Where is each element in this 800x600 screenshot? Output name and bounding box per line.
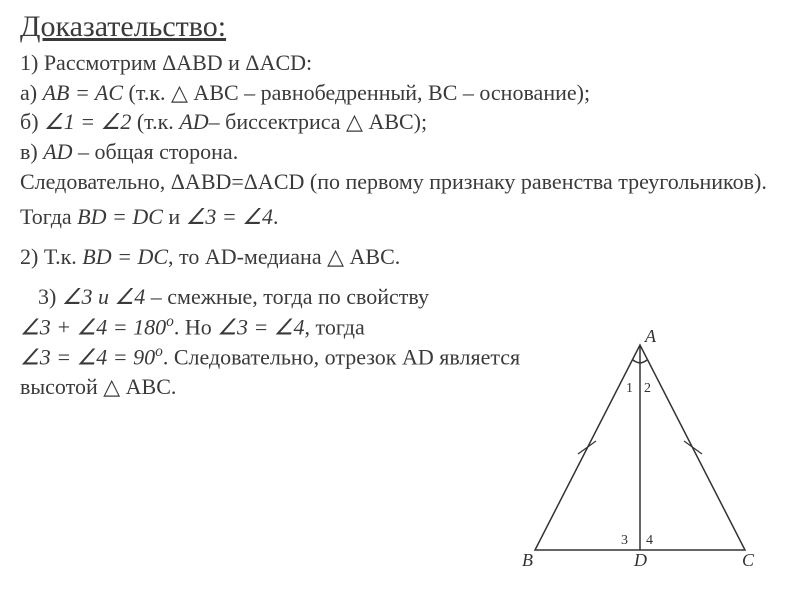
deg-1: o <box>166 313 174 330</box>
triangle-figure: A B C D 1 2 3 4 <box>520 330 760 570</box>
line-4a: в) <box>20 139 43 164</box>
svg-text:4: 4 <box>646 533 653 548</box>
line-1: 1) Рассмотрим ΔABD и ΔACD: <box>20 48 780 78</box>
svg-text:B: B <box>522 550 533 570</box>
svg-text:D: D <box>633 550 647 570</box>
proof-title: Доказательство: <box>20 10 780 44</box>
svg-text:A: A <box>644 330 657 346</box>
expr-180: ∠3 + ∠4 = 180 <box>20 314 166 339</box>
line-6a: Тогда <box>20 204 77 229</box>
expr-bddc: BD = DC <box>77 204 163 229</box>
line-8a: 3) <box>38 284 62 309</box>
line-2: а) AB = AC (т.к. △ ABC – равнобедренный,… <box>20 78 780 108</box>
expr-ab-ac: AB = AC <box>43 80 123 105</box>
line-10: ∠3 = ∠4 = 90o. Следовательно, отрезок AD… <box>20 342 540 402</box>
expr-ad: AD <box>179 109 208 134</box>
expr-angle34b: ∠3 и ∠4 <box>62 284 145 309</box>
expr-angle12: ∠1 = ∠2 <box>44 109 131 134</box>
svg-text:2: 2 <box>644 381 651 396</box>
line-8: 3) ∠3 и ∠4 – смежные, тогда по свойству <box>38 282 558 312</box>
line-2a: а) <box>20 80 43 105</box>
deg-2: o <box>155 343 163 360</box>
expr-angle34c: ∠3 = ∠4 <box>217 314 304 339</box>
expr-90: ∠3 = ∠4 = 90 <box>20 344 155 369</box>
line-6b: и <box>163 204 186 229</box>
expr-angle34: ∠3 = ∠4 <box>186 204 273 229</box>
line-4b: – общая сторона. <box>73 139 239 164</box>
line-8b: – смежные, тогда по свойству <box>145 284 429 309</box>
line-9c: , тогда <box>305 314 365 339</box>
line-2b: (т.к. △ ABC – равнобедренный, BC – основ… <box>123 80 590 105</box>
svg-text:C: C <box>742 550 755 570</box>
line-5: Следовательно, ΔABD=ΔACD (по первому при… <box>20 167 780 197</box>
svg-text:3: 3 <box>621 533 628 548</box>
line-6c: . <box>273 204 279 229</box>
svg-text:1: 1 <box>626 381 633 396</box>
line-3b: (т.к. <box>131 109 179 134</box>
line-6: Тогда BD = DC и ∠3 = ∠4. <box>20 202 780 232</box>
line-7b: , то AD-медиана △ ABC. <box>168 244 400 269</box>
line-3c: – биссектриса △ ABC); <box>209 109 427 134</box>
expr-bddc2: BD = DC <box>82 244 168 269</box>
line-9b: . Но <box>174 314 217 339</box>
line-4: в) AD – общая сторона. <box>20 137 780 167</box>
line-7: 2) Т.к. BD = DC, то AD-медиана △ ABC. <box>20 242 780 272</box>
line-3: б) ∠1 = ∠2 (т.к. AD– биссектриса △ ABC); <box>20 107 780 137</box>
line-9: ∠3 + ∠4 = 180o. Но ∠3 = ∠4, тогда <box>20 312 540 342</box>
line-7a: 2) Т.к. <box>20 244 82 269</box>
expr-ad2: AD <box>43 139 72 164</box>
line-3a: б) <box>20 109 44 134</box>
